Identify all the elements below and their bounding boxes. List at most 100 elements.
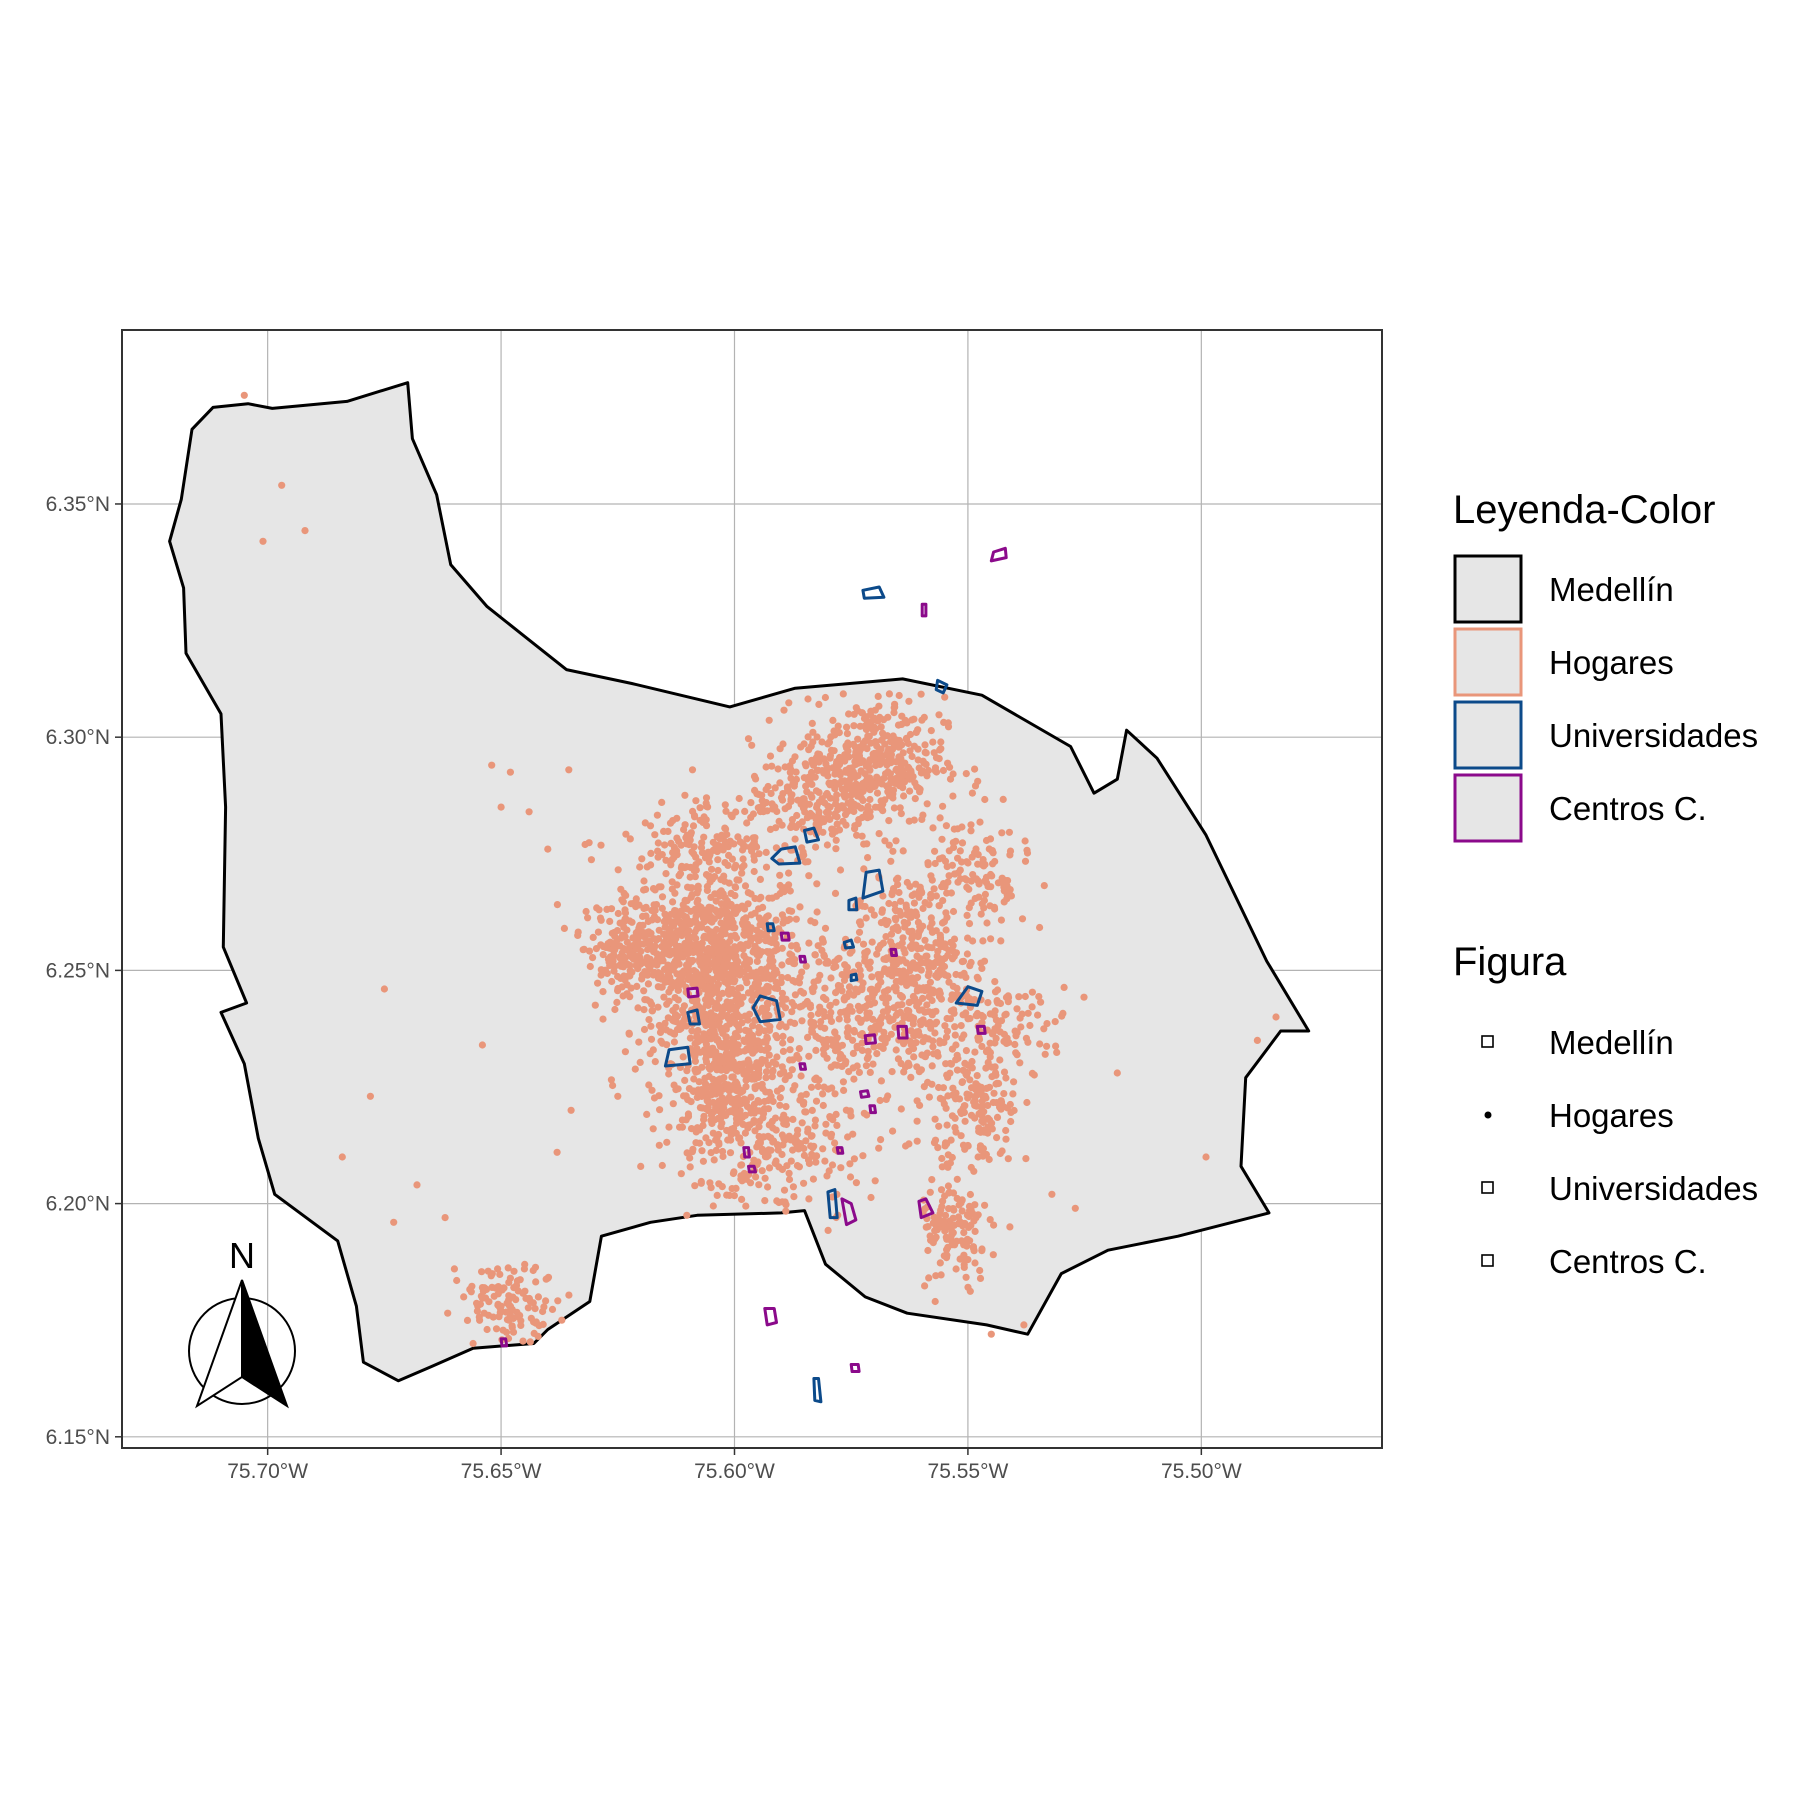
hogar-point xyxy=(876,1042,884,1050)
hogar-point xyxy=(796,1003,804,1011)
hogar-point xyxy=(700,1032,708,1040)
hogar-point xyxy=(935,1122,943,1130)
hogar-point xyxy=(804,733,812,741)
hogar-point xyxy=(668,922,676,930)
hogar-point xyxy=(722,1025,730,1033)
hogar-point xyxy=(691,947,700,955)
hogar-point xyxy=(836,771,844,779)
hogar-point xyxy=(646,998,654,1006)
hogar-point xyxy=(690,917,698,925)
hogar-point xyxy=(619,992,627,1000)
hogar-point xyxy=(662,939,670,947)
hogar-point xyxy=(961,875,969,883)
hogar-point xyxy=(670,1038,679,1046)
hogar-point xyxy=(739,1171,747,1179)
hogar-point xyxy=(798,818,806,826)
hogar-point xyxy=(883,954,891,962)
hogar-point xyxy=(1017,1023,1025,1031)
hogar-point xyxy=(301,527,309,535)
hogar-point xyxy=(722,920,731,928)
hogar-point xyxy=(823,841,832,849)
hogar-point xyxy=(780,1186,789,1194)
hogar-point xyxy=(789,780,797,788)
hogar-point xyxy=(742,1083,750,1091)
hogar-point xyxy=(935,711,943,719)
map-panel xyxy=(121,329,1383,1449)
hogar-point xyxy=(952,1095,960,1103)
hogar-point xyxy=(724,986,733,995)
hogar-point xyxy=(686,1163,694,1171)
hogar-point xyxy=(778,1150,786,1159)
hogar-point xyxy=(928,1062,936,1070)
hogar-point xyxy=(810,1142,818,1150)
x-tick-label: 75.50°W xyxy=(1161,1460,1242,1483)
hogar-point xyxy=(986,1039,994,1047)
hogar-point xyxy=(847,798,855,806)
hogar-point xyxy=(873,1023,881,1032)
hogar-point xyxy=(728,1013,736,1021)
hogar-point xyxy=(860,865,868,873)
hogar-point xyxy=(494,1265,502,1273)
hogar-point xyxy=(897,897,905,905)
hogar-point xyxy=(614,984,622,993)
hogar-point xyxy=(678,1116,687,1124)
hogar-point xyxy=(553,901,562,909)
hogar-point xyxy=(586,962,594,971)
hogar-point xyxy=(892,978,900,986)
hogar-point xyxy=(822,1120,830,1128)
hogar-point xyxy=(780,706,788,714)
hogar-point xyxy=(771,934,779,942)
hogar-point xyxy=(796,973,804,981)
hogar-point xyxy=(717,1024,725,1032)
hogar-point xyxy=(984,999,992,1007)
legend-color-label-centros: Centros C. xyxy=(1549,790,1707,827)
hogar-point xyxy=(910,977,918,985)
hogar-point xyxy=(525,808,533,816)
hogar-point xyxy=(869,1015,877,1024)
hogar-point xyxy=(929,1239,937,1247)
hogar-point xyxy=(664,827,672,836)
hogar-point xyxy=(946,763,954,771)
hogar-point xyxy=(694,882,702,890)
universidad-polygon xyxy=(842,938,855,950)
hogar-point xyxy=(728,855,737,863)
hogar-point xyxy=(997,937,1005,945)
hogar-point xyxy=(701,1046,709,1054)
hogar-point xyxy=(1002,1126,1010,1135)
hogar-point xyxy=(771,947,779,955)
hogar-point xyxy=(710,1015,718,1023)
hogar-point xyxy=(938,854,947,862)
hogar-point xyxy=(921,748,929,757)
hogar-point xyxy=(739,1066,748,1074)
hogar-point xyxy=(746,1044,754,1052)
hogar-point xyxy=(776,1022,784,1031)
hogar-point xyxy=(914,756,922,764)
hogar-point xyxy=(862,1062,871,1070)
hogar-point xyxy=(791,835,799,843)
hogar-point xyxy=(843,730,852,738)
hogar-point xyxy=(836,866,845,874)
hogar-point xyxy=(807,1083,816,1091)
hogar-point xyxy=(728,1185,736,1193)
hogar-point xyxy=(634,1004,642,1012)
hogar-point xyxy=(655,1092,663,1100)
hogar-point xyxy=(605,958,613,966)
hogar-point xyxy=(715,1180,723,1188)
hogar-point xyxy=(744,900,752,908)
hogar-point xyxy=(558,1316,566,1324)
hogar-point xyxy=(627,900,635,908)
hogar-point xyxy=(782,1103,790,1111)
hogar-point xyxy=(881,1039,889,1047)
hogar-point xyxy=(939,1084,948,1092)
hogar-point xyxy=(938,919,947,927)
hogar-point xyxy=(900,945,908,954)
hogar-point xyxy=(716,892,724,900)
hogar-point xyxy=(496,1270,504,1278)
hogar-point xyxy=(912,909,920,917)
hogar-point xyxy=(674,996,682,1004)
hogar-point xyxy=(776,871,784,879)
centro-comercial-polygon xyxy=(917,1197,935,1220)
hogar-point xyxy=(744,889,752,897)
hogar-point xyxy=(686,1034,695,1042)
hogar-point xyxy=(961,1117,969,1125)
